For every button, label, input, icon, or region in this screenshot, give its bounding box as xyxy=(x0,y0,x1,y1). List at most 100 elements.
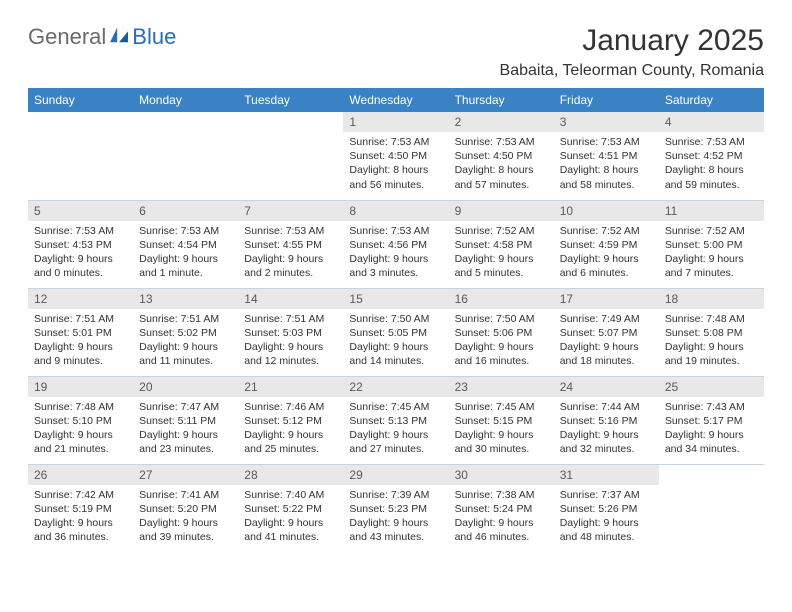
calendar-day-cell: 30Sunrise: 7:38 AMSunset: 5:24 PMDayligh… xyxy=(449,464,554,552)
calendar-day-cell: 15Sunrise: 7:50 AMSunset: 5:05 PMDayligh… xyxy=(343,288,448,376)
day-number: 14 xyxy=(238,289,343,309)
calendar-day-cell: 8Sunrise: 7:53 AMSunset: 4:56 PMDaylight… xyxy=(343,200,448,288)
calendar-day-cell xyxy=(238,112,343,200)
day-number: 18 xyxy=(659,289,764,309)
day-number: 10 xyxy=(554,201,659,221)
day-info: Sunrise: 7:51 AMSunset: 5:02 PMDaylight:… xyxy=(133,309,238,372)
calendar-week-row: 12Sunrise: 7:51 AMSunset: 5:01 PMDayligh… xyxy=(28,288,764,376)
calendar-day-cell: 17Sunrise: 7:49 AMSunset: 5:07 PMDayligh… xyxy=(554,288,659,376)
day-number: 29 xyxy=(343,465,448,485)
day-info: Sunrise: 7:50 AMSunset: 5:05 PMDaylight:… xyxy=(343,309,448,372)
day-info: Sunrise: 7:51 AMSunset: 5:03 PMDaylight:… xyxy=(238,309,343,372)
day-info: Sunrise: 7:51 AMSunset: 5:01 PMDaylight:… xyxy=(28,309,133,372)
day-number: 11 xyxy=(659,201,764,221)
day-number: 12 xyxy=(28,289,133,309)
calendar-day-cell: 10Sunrise: 7:52 AMSunset: 4:59 PMDayligh… xyxy=(554,200,659,288)
calendar-day-cell: 24Sunrise: 7:44 AMSunset: 5:16 PMDayligh… xyxy=(554,376,659,464)
title-block: January 2025 Babaita, Teleorman County, … xyxy=(500,24,764,80)
day-number: 4 xyxy=(659,112,764,132)
day-number: 2 xyxy=(449,112,554,132)
day-info: Sunrise: 7:49 AMSunset: 5:07 PMDaylight:… xyxy=(554,309,659,372)
weekday-header: Sunday xyxy=(28,88,133,112)
day-number: 17 xyxy=(554,289,659,309)
day-info: Sunrise: 7:53 AMSunset: 4:51 PMDaylight:… xyxy=(554,132,659,195)
calendar-week-row: 26Sunrise: 7:42 AMSunset: 5:19 PMDayligh… xyxy=(28,464,764,552)
day-number: 31 xyxy=(554,465,659,485)
calendar-day-cell: 21Sunrise: 7:46 AMSunset: 5:12 PMDayligh… xyxy=(238,376,343,464)
calendar-day-cell: 11Sunrise: 7:52 AMSunset: 5:00 PMDayligh… xyxy=(659,200,764,288)
day-number: 19 xyxy=(28,377,133,397)
calendar-week-row: 5Sunrise: 7:53 AMSunset: 4:53 PMDaylight… xyxy=(28,200,764,288)
calendar-week-row: 1Sunrise: 7:53 AMSunset: 4:50 PMDaylight… xyxy=(28,112,764,200)
day-number: 6 xyxy=(133,201,238,221)
day-number: 21 xyxy=(238,377,343,397)
day-number: 30 xyxy=(449,465,554,485)
logo-text-blue: Blue xyxy=(132,24,176,50)
calendar-day-cell: 13Sunrise: 7:51 AMSunset: 5:02 PMDayligh… xyxy=(133,288,238,376)
calendar-table: SundayMondayTuesdayWednesdayThursdayFrid… xyxy=(28,88,764,552)
calendar-week-row: 19Sunrise: 7:48 AMSunset: 5:10 PMDayligh… xyxy=(28,376,764,464)
day-info: Sunrise: 7:53 AMSunset: 4:54 PMDaylight:… xyxy=(133,221,238,284)
calendar-day-cell xyxy=(133,112,238,200)
logo-text-general: General xyxy=(28,24,106,50)
logo-sails-icon xyxy=(108,26,130,44)
calendar-day-cell: 22Sunrise: 7:45 AMSunset: 5:13 PMDayligh… xyxy=(343,376,448,464)
day-info: Sunrise: 7:53 AMSunset: 4:53 PMDaylight:… xyxy=(28,221,133,284)
day-info: Sunrise: 7:53 AMSunset: 4:55 PMDaylight:… xyxy=(238,221,343,284)
day-info: Sunrise: 7:40 AMSunset: 5:22 PMDaylight:… xyxy=(238,485,343,548)
day-number: 16 xyxy=(449,289,554,309)
calendar-day-cell: 18Sunrise: 7:48 AMSunset: 5:08 PMDayligh… xyxy=(659,288,764,376)
day-info: Sunrise: 7:53 AMSunset: 4:56 PMDaylight:… xyxy=(343,221,448,284)
location: Babaita, Teleorman County, Romania xyxy=(500,62,764,80)
calendar-day-cell: 29Sunrise: 7:39 AMSunset: 5:23 PMDayligh… xyxy=(343,464,448,552)
day-number: 20 xyxy=(133,377,238,397)
day-number: 3 xyxy=(554,112,659,132)
calendar-day-cell xyxy=(659,464,764,552)
calendar-day-cell: 12Sunrise: 7:51 AMSunset: 5:01 PMDayligh… xyxy=(28,288,133,376)
calendar-day-cell: 1Sunrise: 7:53 AMSunset: 4:50 PMDaylight… xyxy=(343,112,448,200)
weekday-header: Monday xyxy=(133,88,238,112)
day-info: Sunrise: 7:42 AMSunset: 5:19 PMDaylight:… xyxy=(28,485,133,548)
calendar-day-cell: 25Sunrise: 7:43 AMSunset: 5:17 PMDayligh… xyxy=(659,376,764,464)
day-number: 26 xyxy=(28,465,133,485)
weekday-header: Friday xyxy=(554,88,659,112)
day-info: Sunrise: 7:44 AMSunset: 5:16 PMDaylight:… xyxy=(554,397,659,460)
calendar-header-row: SundayMondayTuesdayWednesdayThursdayFrid… xyxy=(28,88,764,112)
weekday-header: Thursday xyxy=(449,88,554,112)
day-info: Sunrise: 7:53 AMSunset: 4:50 PMDaylight:… xyxy=(343,132,448,195)
calendar-day-cell: 26Sunrise: 7:42 AMSunset: 5:19 PMDayligh… xyxy=(28,464,133,552)
calendar-day-cell: 31Sunrise: 7:37 AMSunset: 5:26 PMDayligh… xyxy=(554,464,659,552)
day-info: Sunrise: 7:45 AMSunset: 5:13 PMDaylight:… xyxy=(343,397,448,460)
calendar-day-cell: 20Sunrise: 7:47 AMSunset: 5:11 PMDayligh… xyxy=(133,376,238,464)
day-number: 5 xyxy=(28,201,133,221)
weekday-header: Saturday xyxy=(659,88,764,112)
day-number: 8 xyxy=(343,201,448,221)
day-info: Sunrise: 7:39 AMSunset: 5:23 PMDaylight:… xyxy=(343,485,448,548)
day-number: 25 xyxy=(659,377,764,397)
calendar-page: General Blue January 2025 Babaita, Teleo… xyxy=(0,0,792,576)
calendar-day-cell: 23Sunrise: 7:45 AMSunset: 5:15 PMDayligh… xyxy=(449,376,554,464)
day-number: 13 xyxy=(133,289,238,309)
calendar-day-cell: 16Sunrise: 7:50 AMSunset: 5:06 PMDayligh… xyxy=(449,288,554,376)
day-info: Sunrise: 7:38 AMSunset: 5:24 PMDaylight:… xyxy=(449,485,554,548)
calendar-day-cell: 4Sunrise: 7:53 AMSunset: 4:52 PMDaylight… xyxy=(659,112,764,200)
day-number: 7 xyxy=(238,201,343,221)
day-info: Sunrise: 7:53 AMSunset: 4:52 PMDaylight:… xyxy=(659,132,764,195)
day-info: Sunrise: 7:46 AMSunset: 5:12 PMDaylight:… xyxy=(238,397,343,460)
calendar-day-cell: 14Sunrise: 7:51 AMSunset: 5:03 PMDayligh… xyxy=(238,288,343,376)
day-info: Sunrise: 7:52 AMSunset: 5:00 PMDaylight:… xyxy=(659,221,764,284)
calendar-day-cell: 5Sunrise: 7:53 AMSunset: 4:53 PMDaylight… xyxy=(28,200,133,288)
calendar-day-cell xyxy=(28,112,133,200)
day-number: 15 xyxy=(343,289,448,309)
day-number: 28 xyxy=(238,465,343,485)
day-info: Sunrise: 7:43 AMSunset: 5:17 PMDaylight:… xyxy=(659,397,764,460)
day-number: 27 xyxy=(133,465,238,485)
day-info: Sunrise: 7:47 AMSunset: 5:11 PMDaylight:… xyxy=(133,397,238,460)
day-info: Sunrise: 7:52 AMSunset: 4:59 PMDaylight:… xyxy=(554,221,659,284)
calendar-day-cell: 2Sunrise: 7:53 AMSunset: 4:50 PMDaylight… xyxy=(449,112,554,200)
calendar-day-cell: 7Sunrise: 7:53 AMSunset: 4:55 PMDaylight… xyxy=(238,200,343,288)
day-number: 1 xyxy=(343,112,448,132)
calendar-day-cell: 27Sunrise: 7:41 AMSunset: 5:20 PMDayligh… xyxy=(133,464,238,552)
day-info: Sunrise: 7:41 AMSunset: 5:20 PMDaylight:… xyxy=(133,485,238,548)
calendar-day-cell: 3Sunrise: 7:53 AMSunset: 4:51 PMDaylight… xyxy=(554,112,659,200)
